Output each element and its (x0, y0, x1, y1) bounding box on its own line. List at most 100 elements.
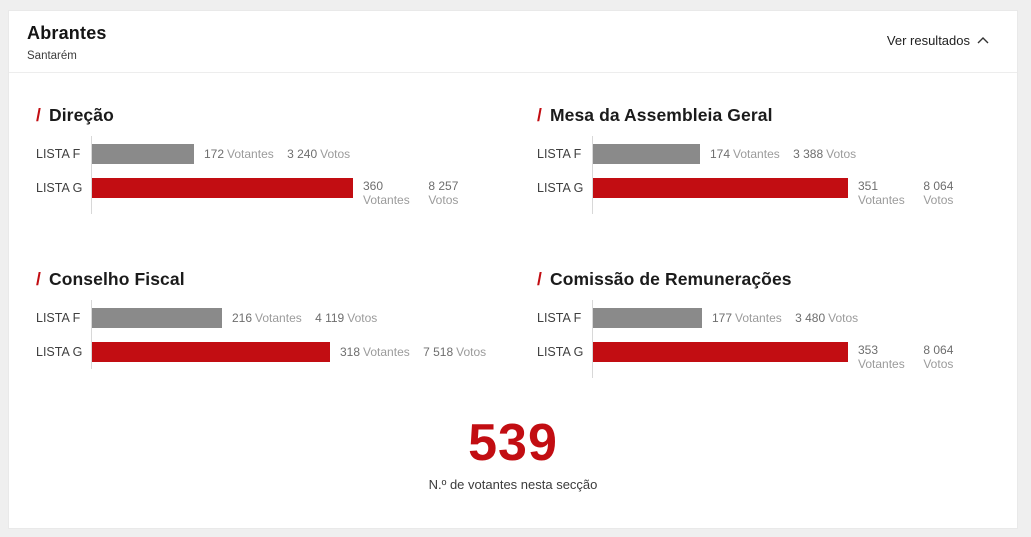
votos-value-group: 4 119 Votos (315, 311, 377, 325)
votos-value-group: 8 064 Votos (923, 179, 953, 207)
votantes-value-group: 351 Votantes (858, 179, 920, 207)
votantes-unit: Votantes (363, 193, 410, 207)
votos-value-group: 8 064 Votos (923, 343, 953, 371)
title-slash: / (36, 269, 41, 289)
votantes-value-group: 174 Votantes (710, 147, 780, 161)
votantes-unit: Votantes (227, 147, 274, 161)
list-label: LISTA G (36, 181, 83, 195)
votantes-unit: Votantes (735, 311, 782, 325)
ver-resultados-label: Ver resultados (886, 33, 970, 48)
chart-panel: / Comissão de Remunerações LISTA F 177 Vot… (537, 269, 990, 378)
result-bar (91, 178, 353, 198)
votos-number: 3 480 (795, 311, 826, 325)
votos-unit: Votos (347, 311, 378, 325)
votos-number: 8 064 (923, 343, 954, 357)
votos-unit: Votos (320, 147, 351, 161)
votantes-number: 318 (340, 345, 361, 359)
charts-grid: / Direção LISTA F 172 Votantes 3 240 Votos … (36, 105, 990, 378)
result-bar (592, 342, 848, 362)
axis-line (91, 300, 92, 369)
result-bar (592, 144, 700, 164)
votantes-unit: Votantes (255, 311, 302, 325)
list-label: LISTA G (36, 345, 83, 359)
votos-number: 8 257 (428, 179, 459, 193)
votantes-value-group: 172 Votantes (204, 147, 274, 161)
chart-body: LISTA F 172 Votantes 3 240 Votos LISTA G 3… (36, 136, 489, 214)
card-header: Abrantes Santarém Ver resultados (9, 11, 1017, 73)
votos-number: 7 518 (423, 345, 454, 359)
chart-panel: / Direção LISTA F 172 Votantes 3 240 Votos … (36, 105, 489, 214)
chart-row: LISTA F 177 Votantes 3 480 Votos (537, 308, 990, 328)
chart-row: LISTA G 351 Votantes 8 064 Votos (537, 178, 990, 207)
chart-panel: / Conselho Fiscal LISTA F 216 Votantes 4 1… (36, 269, 489, 371)
list-label: LISTA F (537, 147, 582, 161)
chart-panel: / Mesa da Assembleia Geral LISTA F 174 Vot… (537, 105, 990, 214)
votos-value-group: 7 518 Votos (423, 345, 486, 359)
votos-unit: Votos (826, 147, 857, 161)
bar-values: 174 Votantes 3 388 Votos (710, 144, 856, 164)
votantes-unit: Votantes (858, 357, 905, 371)
bar-values: 177 Votantes 3 480 Votos (712, 308, 858, 328)
title-slash: / (537, 105, 542, 125)
chart-row: LISTA F 172 Votantes 3 240 Votos (36, 144, 489, 164)
votantes-unit: Votantes (858, 193, 905, 207)
bar-values: 318 Votantes 7 518 Votos (340, 342, 486, 362)
votantes-number: 360 (363, 179, 384, 193)
chart-title-text: Comissão de Remunerações (549, 269, 792, 289)
chart-row: LISTA F 174 Votantes 3 388 Votos (537, 144, 990, 164)
votantes-value-group: 177 Votantes (712, 311, 782, 325)
page-title: Abrantes (27, 23, 107, 43)
list-label: LISTA F (36, 311, 81, 325)
chart-body: LISTA F 177 Votantes 3 480 Votos LISTA G 3… (537, 300, 990, 378)
votos-number: 8 064 (923, 179, 954, 193)
votos-value-group: 8 257 Votos (428, 179, 458, 207)
votantes-unit: Votantes (733, 147, 780, 161)
axis-line (91, 136, 92, 214)
votos-value-group: 3 388 Votos (793, 147, 856, 161)
votantes-number: 172 (204, 147, 225, 161)
votantes-number: 216 (232, 311, 253, 325)
result-bar (91, 342, 330, 362)
chart-row: LISTA F 216 Votantes 4 119 Votos (36, 308, 489, 328)
bar-values: 172 Votantes 3 240 Votos (204, 144, 350, 164)
chevron-up-icon (977, 37, 989, 44)
votos-unit: Votos (828, 311, 859, 325)
chart-title: / Direção (36, 105, 489, 126)
ver-resultados-toggle[interactable]: Ver resultados (887, 33, 989, 48)
chart-title-text: Direção (48, 105, 114, 125)
votantes-value-group: 353 Votantes (858, 343, 920, 371)
list-label: LISTA F (537, 311, 582, 325)
votantes-number: 353 (858, 343, 879, 357)
chart-title-text: Mesa da Assembleia Geral (549, 105, 773, 125)
total-voters-caption: N.º de votantes nesta secção (428, 477, 598, 492)
title-slash: / (537, 269, 542, 289)
list-label: LISTA F (36, 147, 81, 161)
votantes-number: 351 (858, 179, 879, 193)
votantes-unit: Votantes (363, 345, 410, 359)
votos-number: 4 119 (315, 311, 345, 325)
chart-title-text: Conselho Fiscal (48, 269, 185, 289)
votos-unit: Votos (923, 357, 954, 371)
bar-values: 360 Votantes 8 257 Votos (363, 178, 458, 207)
chart-title: / Conselho Fiscal (36, 269, 489, 290)
chart-title: / Mesa da Assembleia Geral (537, 105, 990, 126)
votantes-value-group: 318 Votantes (340, 345, 410, 359)
votos-unit: Votos (923, 193, 954, 207)
card-content: / Direção LISTA F 172 Votantes 3 240 Votos … (9, 73, 1017, 492)
result-bar (91, 308, 222, 328)
chart-row: LISTA G 353 Votantes 8 064 Votos (537, 342, 990, 371)
list-label: LISTA G (537, 345, 584, 359)
votantes-number: 177 (712, 311, 733, 325)
chart-row: LISTA G 360 Votantes 8 257 Votos (36, 178, 489, 207)
votos-value-group: 3 480 Votos (795, 311, 858, 325)
chart-title: / Comissão de Remunerações (537, 269, 990, 290)
result-bar (592, 178, 848, 198)
votantes-value-group: 360 Votantes (363, 179, 425, 207)
votos-number: 3 388 (793, 147, 824, 161)
votos-unit: Votos (456, 345, 487, 359)
bar-values: 351 Votantes 8 064 Votos (858, 178, 953, 207)
chart-row: LISTA G 318 Votantes 7 518 Votos (36, 342, 489, 362)
votantes-value-group: 216 Votantes (232, 311, 302, 325)
axis-line (592, 136, 593, 214)
title-slash: / (36, 105, 41, 125)
